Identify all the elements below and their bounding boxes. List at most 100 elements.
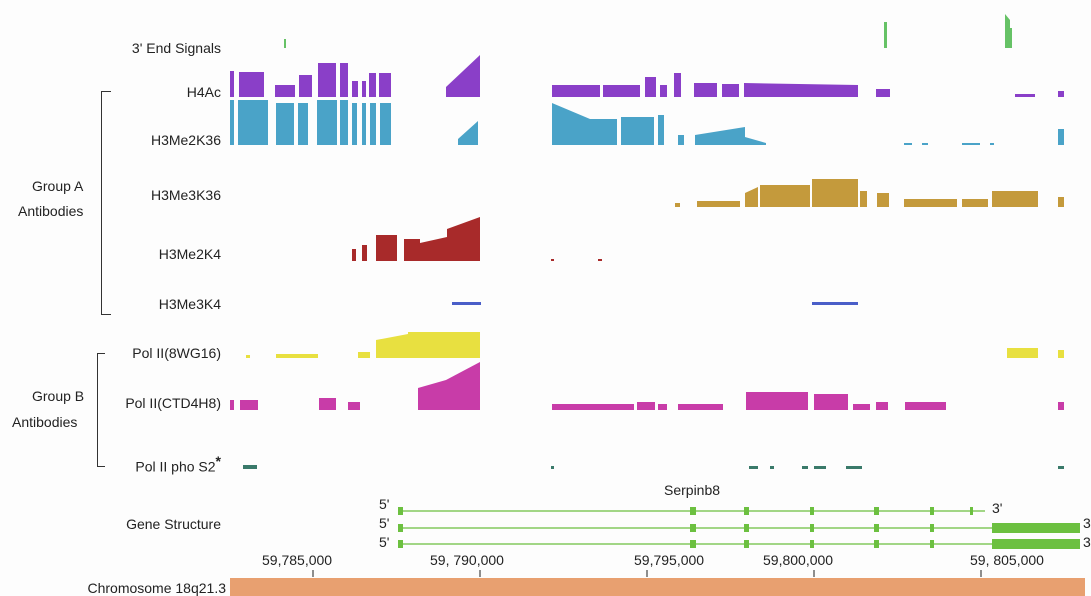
h3me3k36-signal-10 — [992, 191, 1038, 207]
axis-tick-label-1: 59,785,000 — [262, 552, 333, 568]
group-b-bracket-bottom — [97, 466, 105, 467]
h3me2k36-signal-20 — [922, 143, 928, 145]
transcript2-exon-5 — [874, 524, 879, 532]
h3me2k36-signal-1 — [230, 100, 234, 145]
h3me2k4-signal-4 — [404, 239, 420, 261]
end-signals-signal-1 — [284, 39, 286, 48]
h4ac-signal-17 — [694, 83, 717, 97]
group-b-line2: Antibodies — [12, 414, 78, 430]
pol2_ctd4h8-signal-2 — [240, 400, 258, 410]
h3me2k36-signal-18 — [745, 137, 766, 145]
pol2_ctd4h8-signal-8 — [637, 402, 655, 410]
h3me2k4-signal-1 — [352, 249, 356, 261]
h3me2k36-signal-5 — [317, 100, 337, 145]
h3me2k36-signal-14 — [621, 117, 654, 145]
pol2_ctd4h8-signal-6 — [446, 362, 480, 410]
transcript1-5prime: 5' — [379, 496, 390, 512]
h4ac-signal-7 — [352, 81, 358, 97]
h3me2k36-signal-7 — [352, 103, 357, 145]
h4ac-signal-19 — [744, 83, 858, 97]
group-a-bracket-bottom — [101, 314, 111, 315]
group-b-bracket — [97, 353, 98, 466]
h3me3k36-signal-8 — [904, 199, 957, 207]
transcript1-exon-3 — [744, 507, 749, 515]
h3me2k36-signal-3 — [276, 103, 294, 145]
h4ac-signal-9 — [369, 73, 376, 97]
axis-tick-label-3: 59,795,000 — [634, 552, 705, 568]
h4ac-signal-3 — [275, 85, 295, 97]
h3me2k4-signal-6 — [447, 217, 480, 261]
h4ac-signal-14 — [645, 77, 656, 97]
h3me2k36-signal-9 — [370, 103, 376, 145]
transcript2-exon-last — [992, 523, 1080, 533]
h4ac-signal-21 — [1015, 94, 1035, 97]
pol2_phos2-signal-2 — [551, 466, 554, 469]
pol2_ctd4h8-signal-3 — [319, 398, 336, 410]
group-a-bracket-top — [101, 91, 111, 92]
h4ac-signal-22 — [1058, 91, 1064, 97]
pol2_8wg16-signal-1 — [246, 355, 250, 358]
pol2_ctd4h8-signal-11 — [746, 392, 808, 410]
label-h3me3k36: H3Me3K36 — [150, 187, 221, 203]
h3me2k36-signal-21 — [962, 143, 980, 145]
h3me2k4-signal-8 — [598, 259, 602, 261]
h3me3k36-signal-5 — [812, 179, 858, 207]
h4ac-signal-5 — [318, 63, 336, 97]
label-pol2-phos2-text: Pol II pho S2 — [135, 458, 216, 475]
transcript1-exon-2 — [690, 507, 696, 515]
group-b-line1: Group B — [32, 388, 85, 404]
h4ac-signal-13 — [603, 85, 640, 97]
h3me3k36-signal-9 — [962, 199, 988, 207]
h4ac-signal-2 — [239, 72, 264, 97]
transcript3-exon-6 — [930, 540, 934, 548]
group-a-line1: Group A — [32, 178, 84, 194]
h3me2k4-signal-3 — [376, 235, 397, 261]
transcript2-exon-3 — [744, 524, 749, 532]
h3me2k36-signal-11 — [458, 121, 478, 145]
pol2_phos2-signal-7 — [846, 466, 862, 469]
pol2_phos2-signal-4 — [770, 466, 774, 469]
pol2_ctd4h8-signal-7 — [552, 404, 634, 410]
h3me2k36-signal-12 — [552, 103, 590, 145]
h3me2k36-signal-10 — [380, 103, 391, 145]
transcript3-exon-4 — [810, 540, 814, 548]
end-signals-signal-3 — [1005, 14, 1010, 48]
h3me3k4-signal-2 — [812, 302, 858, 305]
group-a-line2: Antibodies — [18, 203, 84, 219]
pol2_8wg16-signal-7 — [1058, 350, 1064, 358]
h3me3k36-signal-7 — [877, 193, 889, 207]
h4ac-signal-11 — [446, 55, 480, 97]
transcript3-3prime: 3' — [1083, 534, 1091, 550]
h4ac-signal-15 — [660, 85, 667, 97]
label-h3me3k4: H3Me3K4 — [158, 296, 221, 312]
pol2_phos2-signal-6 — [814, 466, 826, 469]
label-chromosome: Chromosome 18q21.3 — [87, 580, 226, 596]
pol2_8wg16-signal-2 — [276, 354, 318, 358]
h3me2k36-signal-13 — [590, 119, 617, 145]
h3me3k36-signal-11 — [1058, 197, 1064, 207]
gene-name: Serpinb8 — [664, 482, 721, 498]
h4ac-signal-8 — [362, 81, 366, 97]
pol2_phos2-signal-5 — [802, 466, 808, 469]
h4ac-signal-1 — [230, 71, 234, 97]
pol2_ctd4h8-signal-15 — [905, 402, 946, 410]
label-h4ac: H4Ac — [186, 84, 221, 100]
transcript3-exon-3 — [744, 540, 749, 548]
h3me2k4-signal-7 — [551, 259, 554, 261]
pol2_phos2-signal-8 — [1058, 466, 1064, 469]
pol2_phos2-signal-3 — [749, 466, 758, 469]
axis-tick-label-4: 59,800,000 — [763, 552, 834, 568]
transcript1-3prime: 3' — [992, 500, 1003, 516]
axis-tick-label-5: 59, 805,000 — [970, 552, 1044, 568]
transcript2-exon-1 — [398, 524, 403, 532]
transcript2-exon-2 — [690, 524, 696, 532]
h3me2k36-signal-17 — [695, 127, 745, 145]
transcript1-exon-last — [970, 507, 973, 515]
h3me2k36-signal-15 — [658, 115, 664, 145]
h4ac-signal-18 — [722, 84, 739, 97]
end-signals-signal-2 — [884, 22, 887, 48]
transcript1-exon-1 — [398, 507, 403, 515]
h3me2k36-signal-6 — [340, 100, 348, 145]
label-pol2-8wg16: Pol II(8WG16) — [132, 345, 221, 361]
